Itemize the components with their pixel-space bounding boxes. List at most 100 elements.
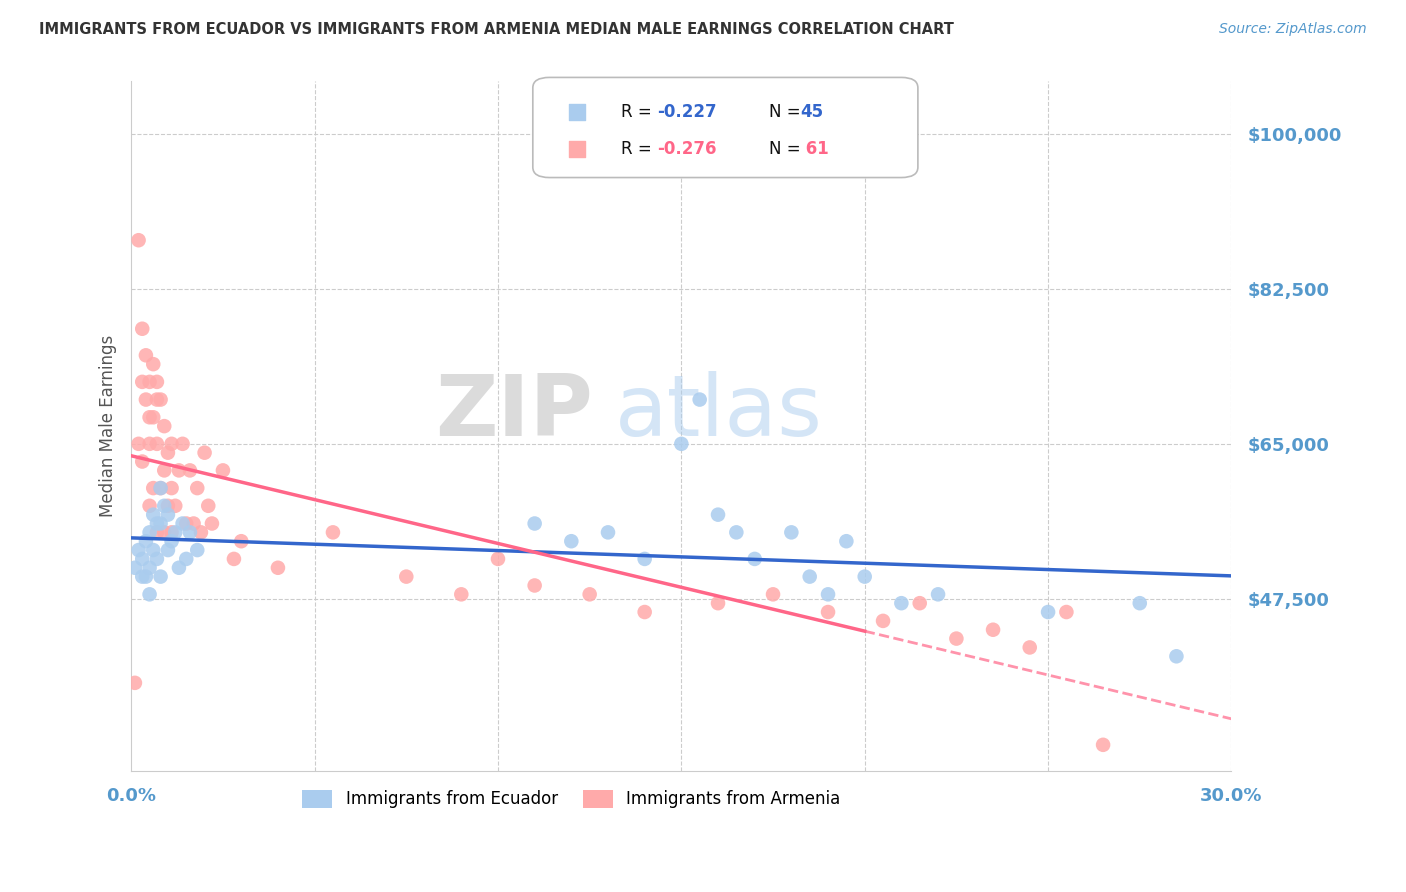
Point: [799, 569, 821, 583]
Point: [153, 463, 176, 477]
Point: [146, 375, 169, 389]
Point: [486, 552, 509, 566]
Text: Source: ZipAtlas.com: Source: ZipAtlas.com: [1219, 22, 1367, 37]
Y-axis label: Median Male Earnings: Median Male Earnings: [100, 335, 117, 517]
Point: [165, 499, 187, 513]
Point: [128, 233, 150, 247]
Point: [149, 481, 172, 495]
Text: R =: R =: [621, 103, 657, 121]
Point: [138, 561, 160, 575]
Legend: Immigrants from Ecuador, Immigrants from Armenia: Immigrants from Ecuador, Immigrants from…: [295, 783, 846, 814]
Point: [156, 445, 179, 459]
Point: [395, 569, 418, 583]
Point: [450, 587, 472, 601]
Point: [149, 516, 172, 531]
Point: [138, 499, 160, 513]
Point: [835, 534, 858, 549]
Text: ZIP: ZIP: [436, 371, 593, 454]
Text: 45: 45: [800, 103, 824, 121]
Point: [222, 552, 245, 566]
Point: [927, 587, 949, 601]
Point: [131, 454, 153, 468]
Point: [153, 499, 176, 513]
Text: atlas: atlas: [616, 371, 824, 454]
Point: [146, 437, 169, 451]
Point: [146, 516, 169, 531]
Point: [179, 525, 201, 540]
Point: [167, 561, 190, 575]
Point: [131, 322, 153, 336]
Point: [1092, 738, 1115, 752]
Point: [523, 516, 546, 531]
Point: [146, 392, 169, 407]
Point: [135, 569, 157, 583]
Point: [212, 463, 235, 477]
Point: [183, 516, 205, 531]
Point: [634, 605, 657, 619]
Point: [135, 392, 157, 407]
Point: [149, 481, 172, 495]
Point: [142, 357, 165, 371]
Point: [560, 534, 582, 549]
Point: [146, 525, 169, 540]
Point: [186, 481, 208, 495]
Point: [707, 596, 730, 610]
Text: N =: N =: [769, 139, 801, 158]
Text: -0.227: -0.227: [657, 103, 717, 121]
Point: [135, 348, 157, 362]
Point: [149, 392, 172, 407]
Text: 61: 61: [800, 139, 830, 158]
Point: [817, 605, 839, 619]
Point: [160, 481, 183, 495]
Point: [165, 525, 187, 540]
Point: [156, 508, 179, 522]
Point: [578, 587, 600, 601]
Point: [131, 552, 153, 566]
Point: [596, 525, 619, 540]
Point: [194, 445, 217, 459]
Point: [267, 561, 290, 575]
Point: [146, 552, 169, 566]
Point: [190, 525, 212, 540]
Point: [167, 463, 190, 477]
Point: [142, 508, 165, 522]
Point: [160, 525, 183, 540]
Point: [128, 543, 150, 558]
Point: [124, 676, 146, 690]
Point: [138, 525, 160, 540]
Point: [634, 552, 657, 566]
Point: [138, 375, 160, 389]
Text: R =: R =: [621, 139, 657, 158]
Point: [762, 587, 785, 601]
Point: [153, 419, 176, 434]
Point: [744, 552, 766, 566]
Point: [908, 596, 931, 610]
Point: [780, 525, 803, 540]
Point: [174, 552, 197, 566]
Point: [201, 516, 224, 531]
Point: [131, 375, 153, 389]
Point: [174, 516, 197, 531]
Point: [135, 534, 157, 549]
Point: [1018, 640, 1040, 655]
Point: [872, 614, 894, 628]
Point: [142, 410, 165, 425]
Point: [322, 525, 344, 540]
Point: [197, 499, 219, 513]
Point: [853, 569, 876, 583]
FancyBboxPatch shape: [533, 78, 918, 178]
Point: [153, 525, 176, 540]
Point: [945, 632, 967, 646]
Point: [1129, 596, 1152, 610]
Point: [186, 543, 208, 558]
Point: [124, 561, 146, 575]
Point: [160, 534, 183, 549]
Text: IMMIGRANTS FROM ECUADOR VS IMMIGRANTS FROM ARMENIA MEDIAN MALE EARNINGS CORRELAT: IMMIGRANTS FROM ECUADOR VS IMMIGRANTS FR…: [39, 22, 955, 37]
Text: -0.276: -0.276: [657, 139, 717, 158]
Point: [172, 437, 194, 451]
Point: [817, 587, 839, 601]
Point: [172, 516, 194, 531]
Point: [1166, 649, 1188, 664]
Point: [131, 569, 153, 583]
Point: [890, 596, 912, 610]
